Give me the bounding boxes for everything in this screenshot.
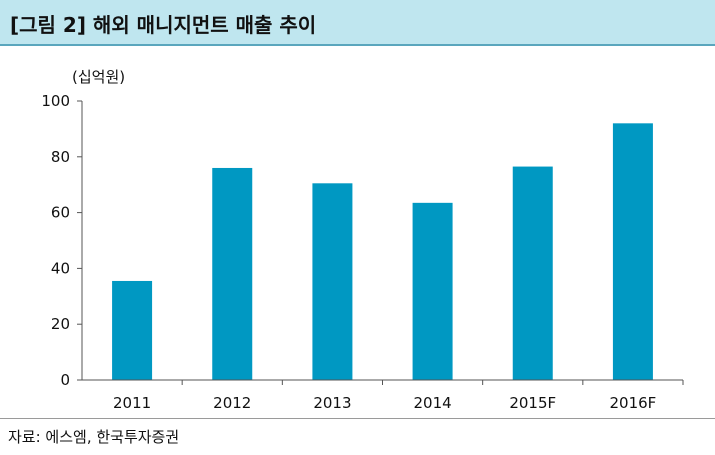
bars	[112, 123, 653, 380]
x-tick-label: 2015F	[509, 394, 556, 412]
bar-chart: (십억원) 0 20 40 60 80 100 2011 2012 2013 2014 2015F…	[41, 68, 684, 412]
title-bar: [그림 2] 해외 매니지먼트 매출 추이	[0, 0, 715, 46]
x-tick-label: 2013	[313, 394, 351, 412]
y-tick-label: 0	[60, 371, 70, 389]
chart-title: [그림 2] 해외 매니지먼트 매출 추이	[10, 13, 317, 37]
x-tick-label: 2012	[213, 394, 251, 412]
x-tick-label: 2011	[113, 394, 151, 412]
x-axis-labels: 2011 2012 2013 2014 2015F 2016F	[113, 380, 684, 412]
x-tick-label: 2014	[413, 394, 451, 412]
source-note: 자료: 에스엠, 한국투자증권	[8, 428, 180, 446]
y-tick-label: 20	[51, 315, 70, 333]
bar	[112, 280, 153, 380]
y-unit-label: (십억원)	[72, 68, 125, 86]
y-tick-label: 100	[41, 92, 70, 110]
source-divider	[0, 418, 715, 419]
bar	[612, 123, 653, 380]
x-tick-label: 2016F	[610, 394, 657, 412]
bar	[512, 166, 553, 380]
y-tick-label: 60	[51, 204, 70, 222]
y-tick-label: 80	[51, 148, 70, 166]
y-axis-ticks: 0 20 40 60 80 100	[41, 92, 82, 389]
bar	[212, 167, 253, 380]
y-tick-label: 40	[51, 259, 70, 277]
bar	[412, 202, 453, 380]
bar	[312, 183, 353, 380]
